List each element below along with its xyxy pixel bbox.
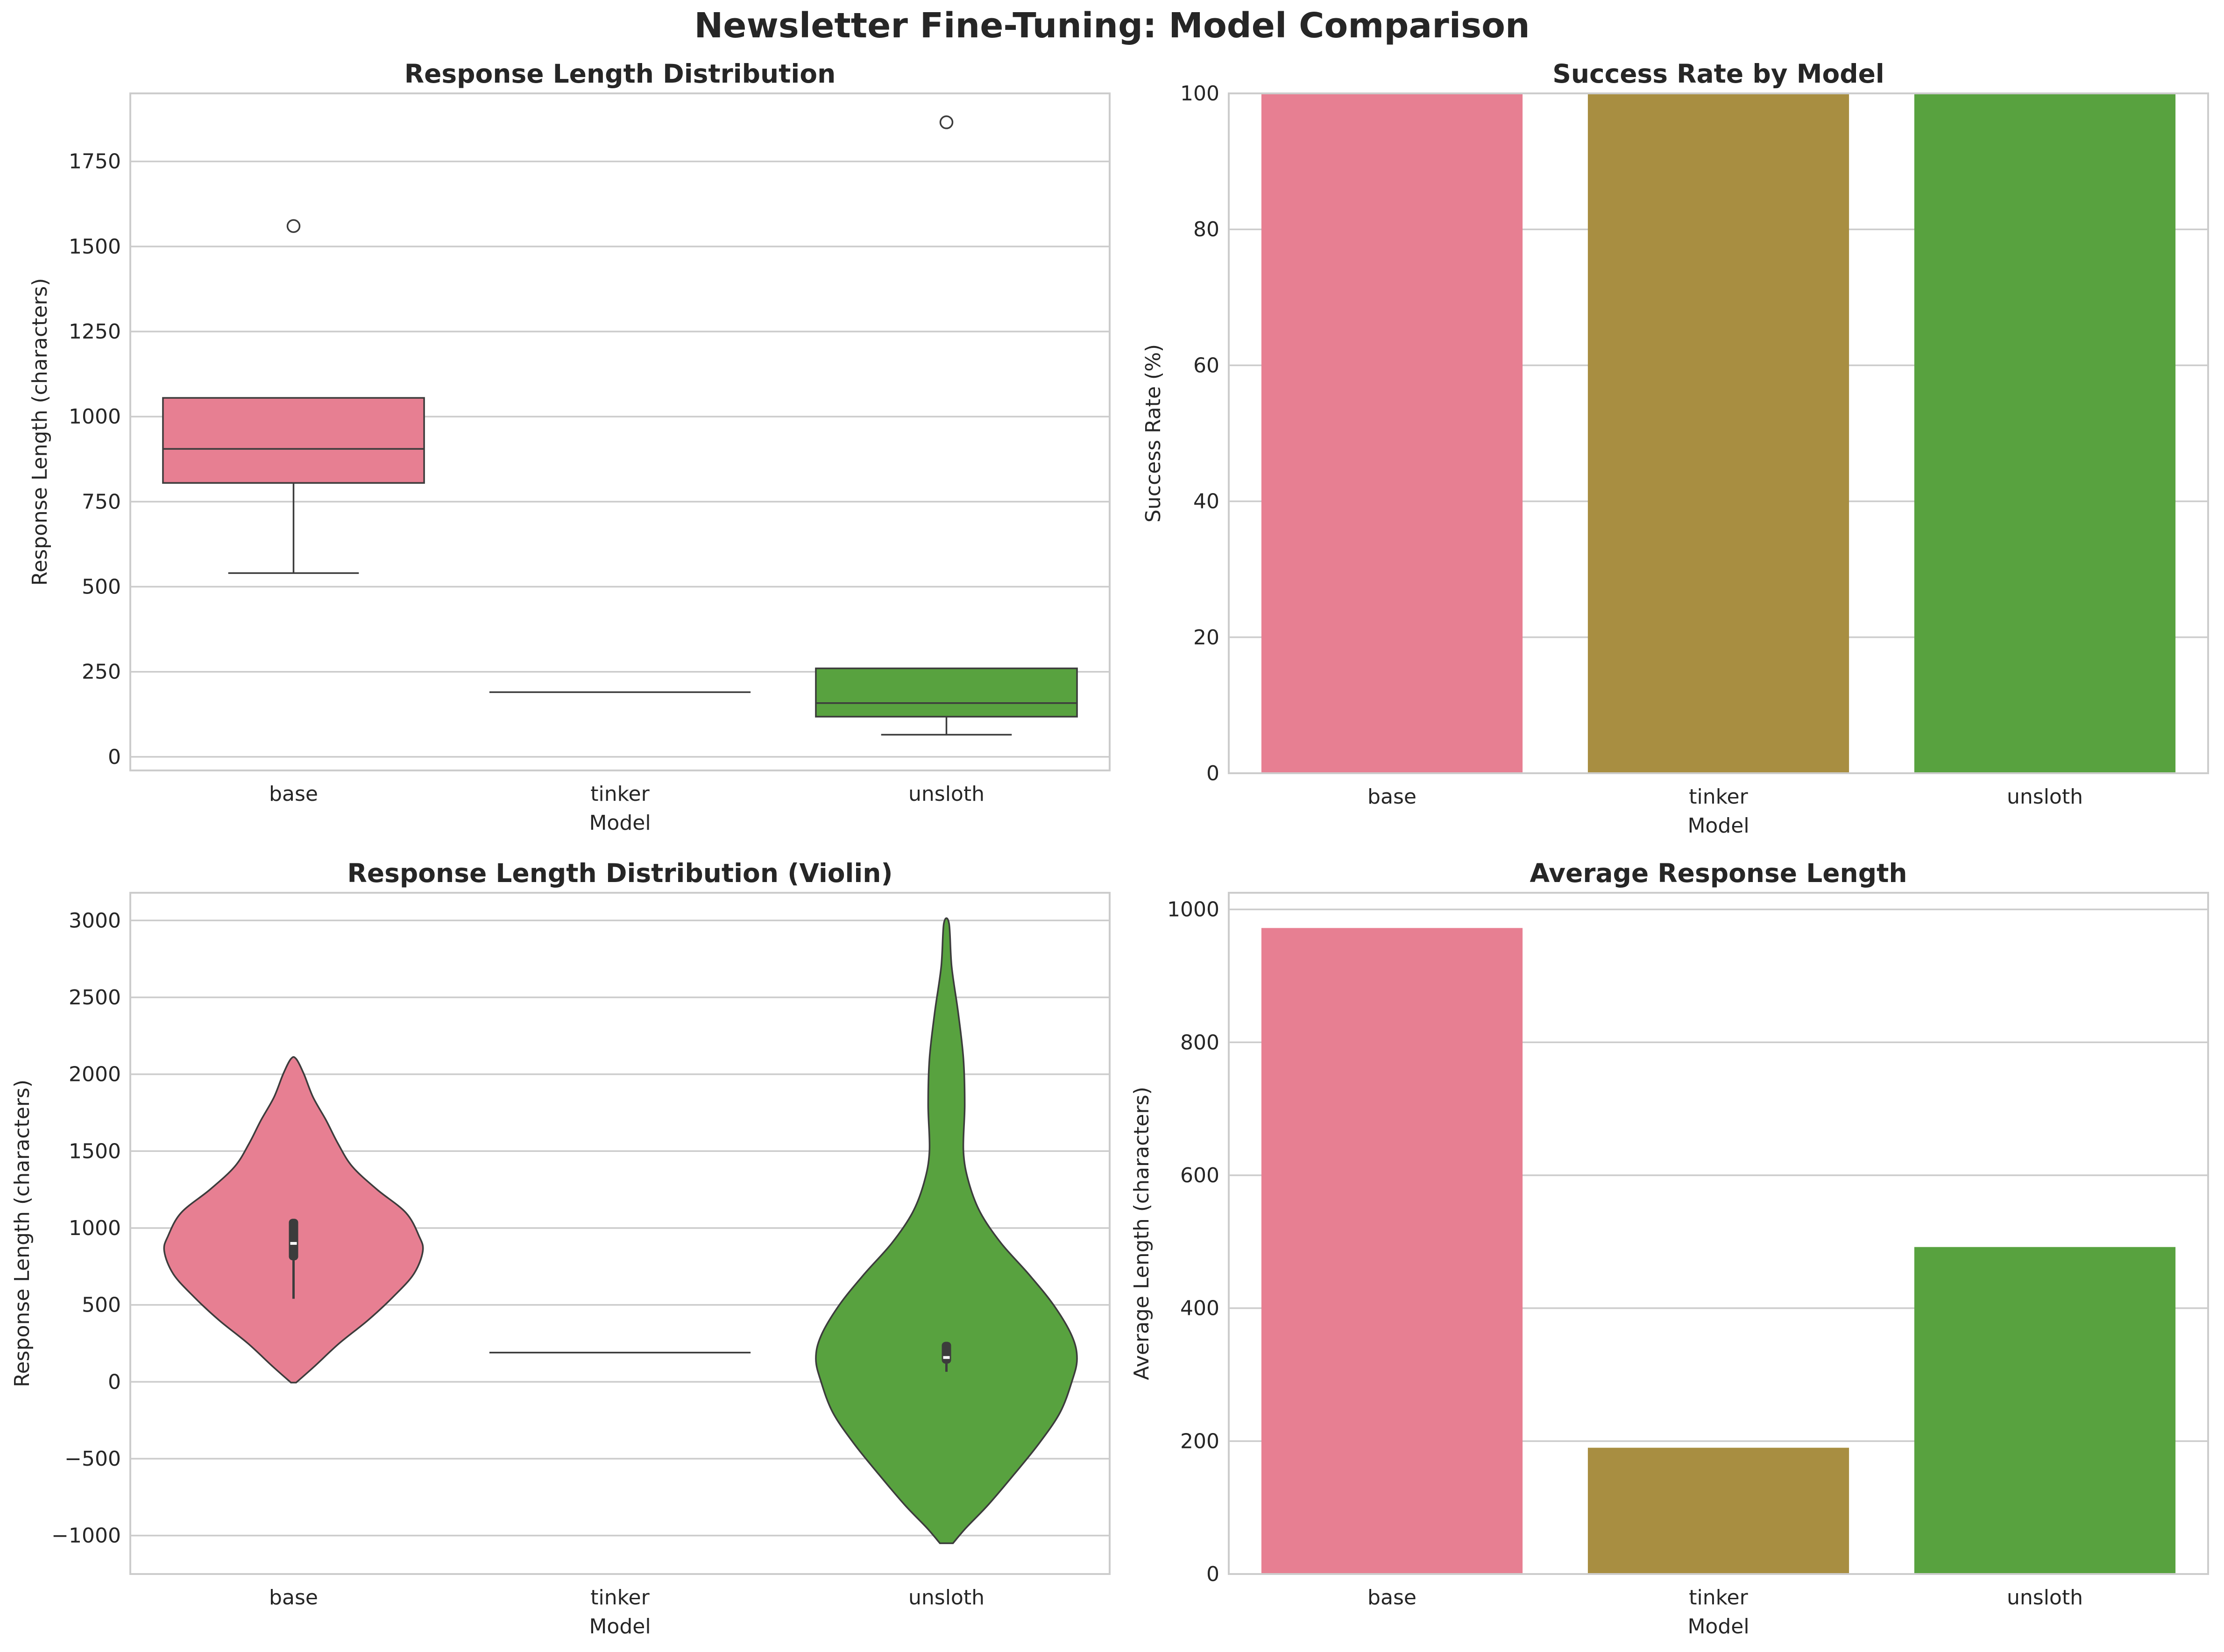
y-tick-label: 40 [1193,490,1219,514]
bar-unsloth [1914,93,2176,773]
x-tick-label: unsloth [2007,1586,2083,1610]
x-tick-label: tinker [1689,785,1748,809]
x-axis-label: Model [1687,1615,1749,1638]
y-tick-label: 20 [1193,626,1219,650]
y-tick-label: 200 [1180,1429,1219,1453]
y-tick-label: 0 [108,745,121,769]
chart-title: Average Response Length [1530,858,1907,888]
y-tick-label: 2000 [69,1063,121,1087]
y-tick-label: 0 [108,1370,121,1394]
x-tick-label: tinker [590,782,650,806]
y-tick-label: 1000 [69,1216,121,1240]
chart-panel-3: −1000 −500 0 500 1000 1500 2000 2500 3000 base tin… [10,858,1111,1638]
plot-frame [1228,892,2209,1575]
x-tick-label: base [269,1586,318,1610]
chart-panel-1: 0 250 500 750 1000 1250 1500 1750 base tinker unsl… [28,59,1111,835]
x-tick-label: base [269,782,318,806]
y-tick-label: 3000 [69,909,121,932]
y-tick-label: 0 [1206,762,1219,785]
y-tick-label: 250 [82,660,121,684]
y-tick-label: −1000 [51,1524,121,1548]
bar-tinker [1587,1447,1849,1574]
y-tick-label: 100 [1180,82,1219,106]
bar-unsloth [1914,1247,2176,1574]
y-tick-label: 1000 [1167,898,1219,922]
y-tick-label: 0 [1206,1562,1219,1586]
y-tick-label: 1500 [69,235,121,259]
bar-tinker [1587,93,1849,773]
x-tick-label: unsloth [908,782,985,806]
y-tick-label: 60 [1193,353,1219,377]
violin-unsloth [815,917,1078,1544]
y-tick-label: 2500 [69,986,121,1010]
y-tick-label: 500 [82,575,121,599]
y-tick-label: 1500 [69,1139,121,1163]
figure-title: Newsletter Fine-Tuning: Model Comparison [694,6,1530,46]
x-tick-label: tinker [590,1586,650,1610]
y-tick-label: −500 [64,1447,121,1471]
y-axis-label: Response Length (characters) [28,278,52,586]
y-tick-label: 1750 [69,150,121,174]
y-tick-label: 1250 [69,320,121,344]
y-axis-label: Response Length (characters) [10,1080,34,1387]
y-tick-label: 500 [82,1293,121,1317]
y-axis-label: Average Length (characters) [1130,1087,1154,1380]
plot-frame [129,892,1111,1575]
x-axis-label: Model [589,1615,651,1638]
chart-title: Success Rate by Model [1552,59,1884,89]
y-tick-label: 600 [1180,1164,1219,1187]
plot-frame [129,92,1111,771]
x-tick-label: tinker [1689,1586,1748,1610]
x-tick-label: unsloth [908,1586,985,1610]
box-unsloth [815,667,1078,718]
y-tick-label: 750 [82,490,121,514]
violin-iqr-box [942,1341,951,1364]
x-axis-label: Model [589,811,651,835]
bar-base [1261,93,1523,773]
chart-title: Response Length Distribution (Violin) [347,858,893,888]
bar-base [1261,928,1523,1574]
y-tick-label: 400 [1180,1297,1219,1320]
box-outlier [939,115,954,129]
chart-panel-4: 0 200 400 600 800 1000 base tinker unsloth Model A… [1130,858,2209,1638]
y-tick-label: 1000 [69,405,121,429]
y-axis-label: Success Rate (%) [1141,344,1165,522]
x-tick-label: unsloth [2007,785,2083,809]
chart-panel-2: 0 20 40 60 80 100 base tinker unsloth Model Succes… [1141,59,2209,838]
plot-frame [1228,92,2209,774]
x-tick-label: base [1367,1586,1417,1610]
x-tick-label: base [1367,785,1417,809]
violin-iqr-box [289,1219,298,1261]
x-axis-label: Model [1687,814,1749,838]
y-tick-label: 800 [1180,1031,1219,1054]
y-tick-label: 80 [1193,218,1219,241]
box-outlier [286,219,301,233]
chart-title: Response Length Distribution [404,59,836,89]
box-base [162,397,425,484]
